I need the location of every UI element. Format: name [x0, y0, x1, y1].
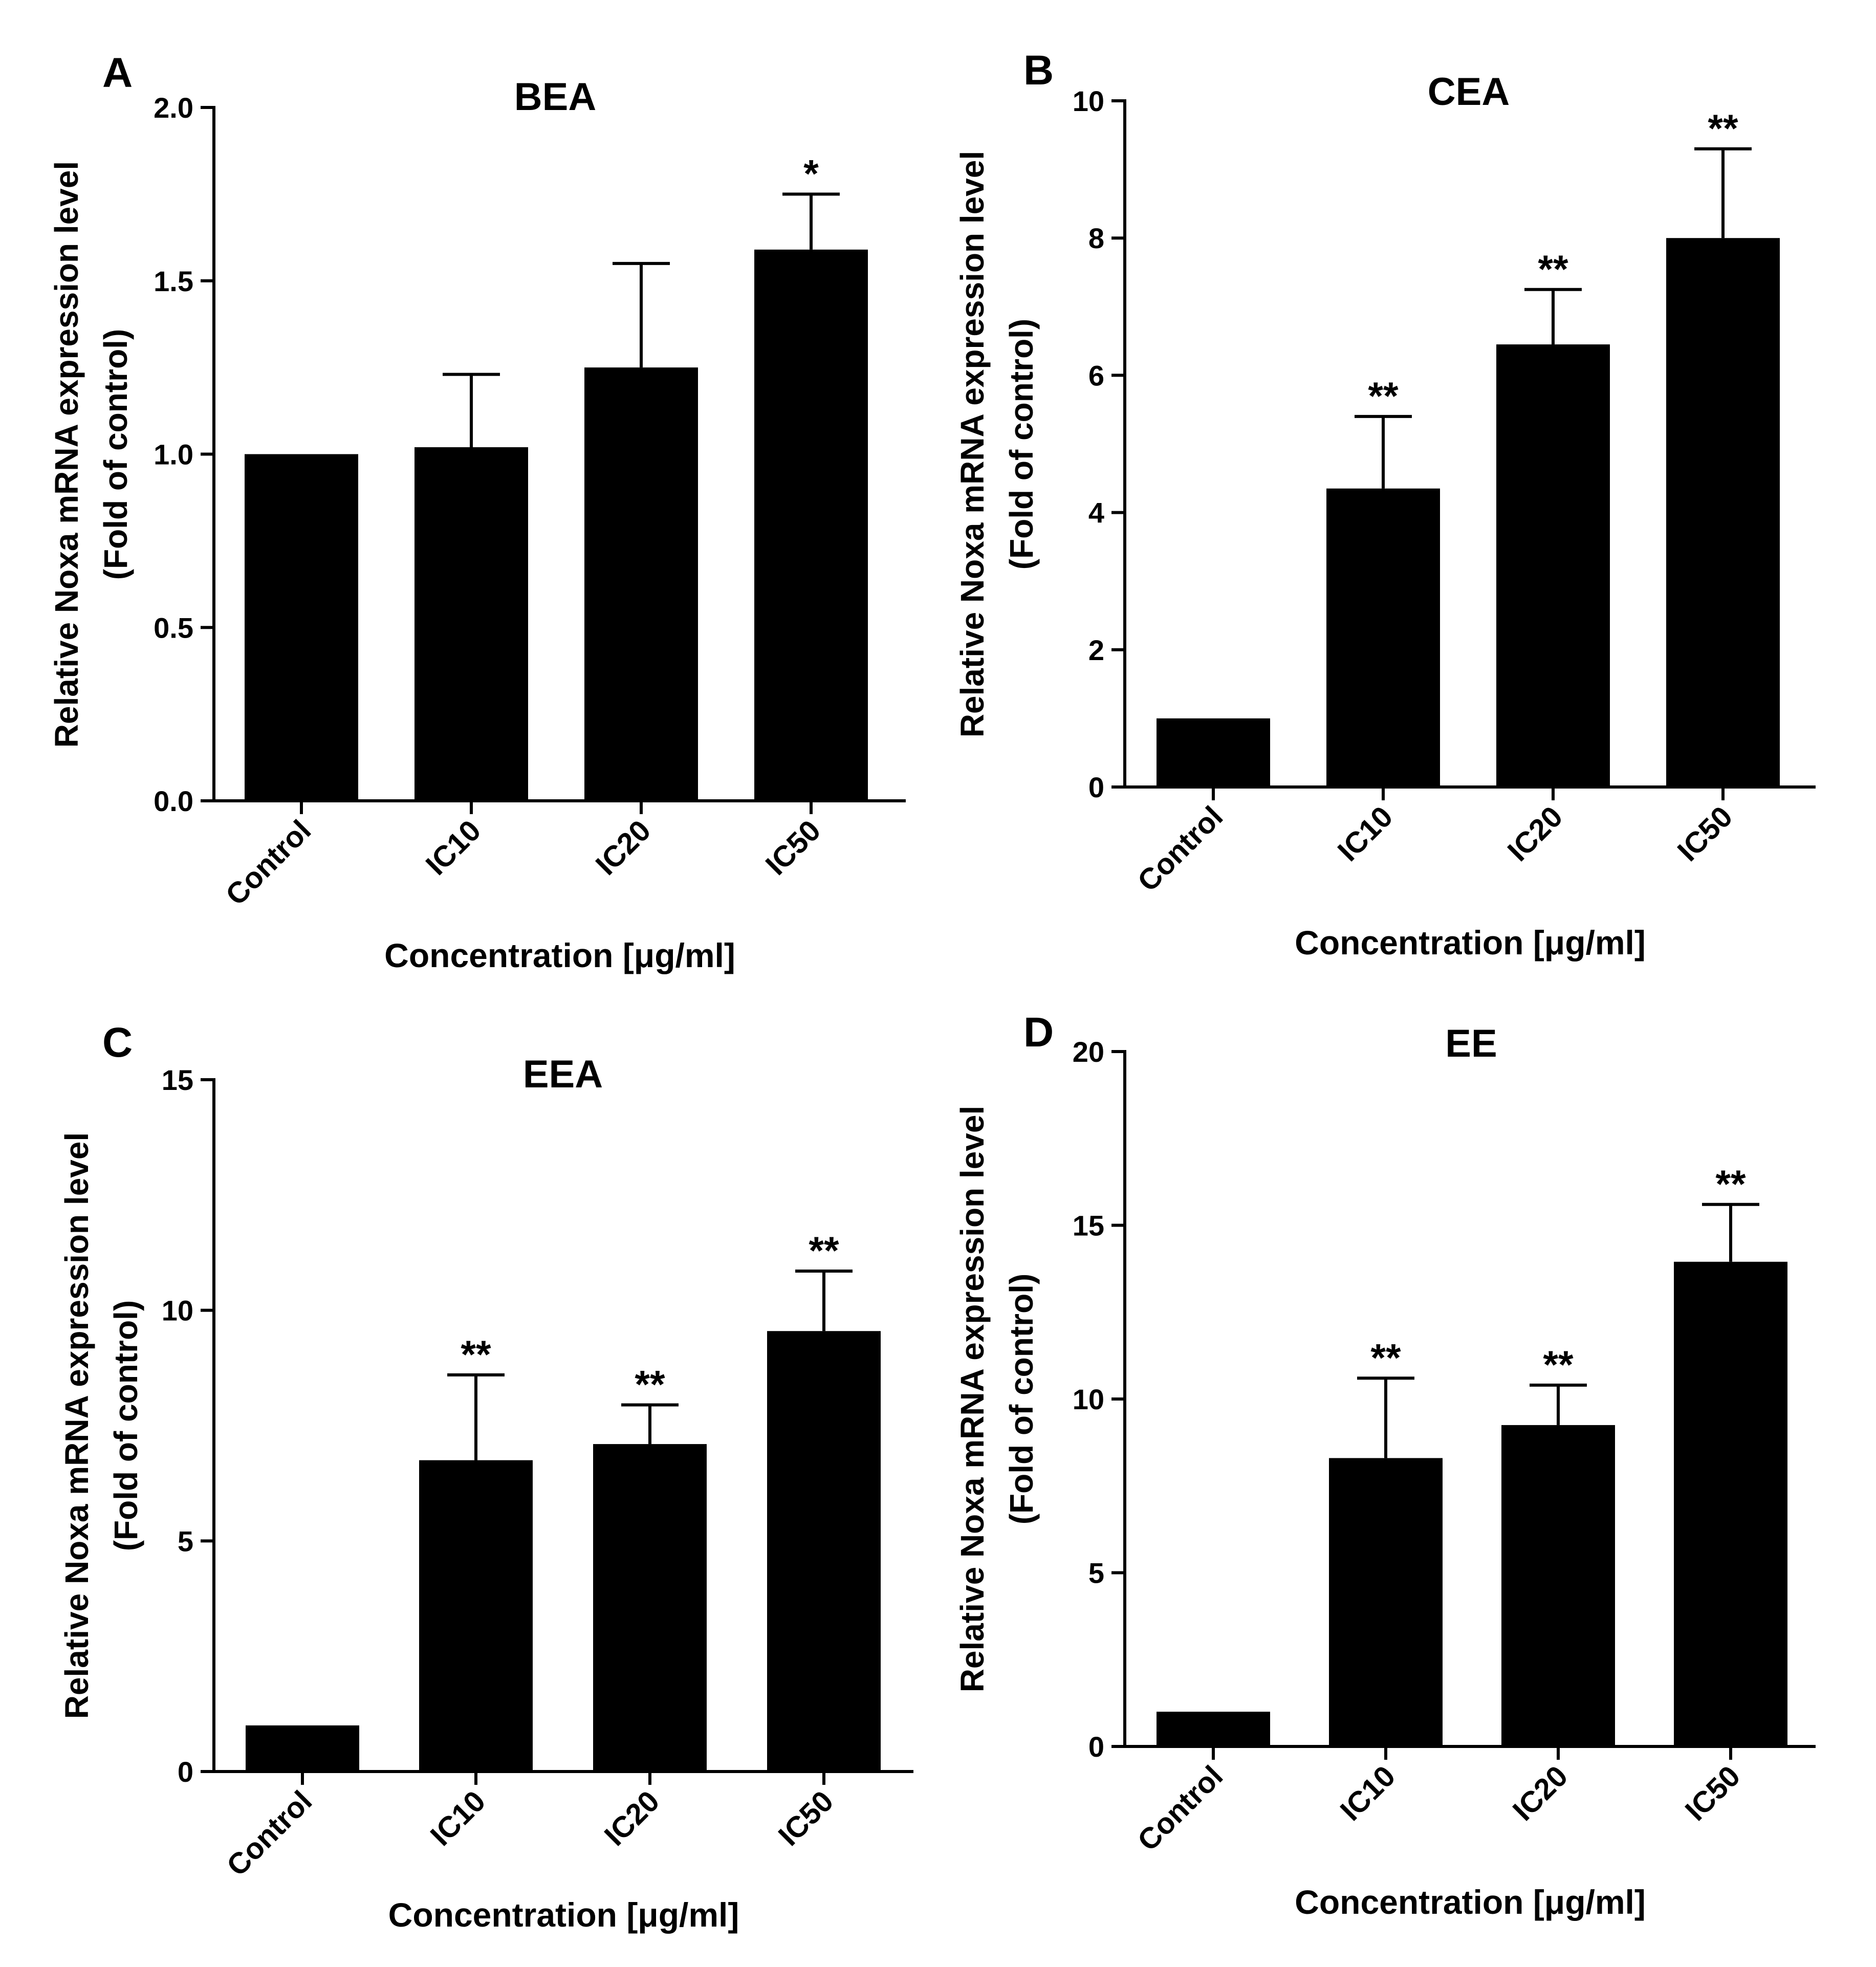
x-tick-label-control: Control — [219, 814, 317, 912]
significance-marker: ** — [461, 1333, 491, 1376]
panel-label: A — [102, 50, 133, 96]
bar-ic50 — [1666, 238, 1780, 788]
y-axis-label-line-2: (Fold of control) — [1003, 319, 1040, 570]
y-tick-label: 1.5 — [154, 265, 193, 297]
y-tick-label: 5 — [178, 1525, 193, 1557]
bar-control — [1157, 1712, 1270, 1746]
x-tick-label-ic10: IC10 — [424, 1784, 492, 1852]
bar-ic50 — [754, 249, 868, 801]
x-axis-label: Concentration [μg/ml] — [1295, 924, 1646, 961]
significance-marker: ** — [1543, 1343, 1574, 1387]
bar-ic20 — [1501, 1425, 1615, 1746]
x-tick-label-ic10: IC10 — [420, 814, 488, 882]
bar-control — [1157, 718, 1270, 787]
y-tick-label: 0 — [1088, 1731, 1104, 1763]
x-tick-label-control: Control — [1131, 800, 1229, 898]
y-tick-label: 2.0 — [154, 92, 193, 124]
y-tick-label: 0 — [178, 1756, 193, 1788]
y-axis-label-line-2: (Fold of control) — [107, 1300, 144, 1551]
bar-control — [245, 454, 358, 801]
y-tick-label: 1.0 — [154, 439, 193, 471]
x-tick-label-ic10: IC10 — [1332, 800, 1400, 868]
x-axis-label: Concentration [μg/ml] — [388, 1896, 739, 1934]
bar-ic10 — [1326, 488, 1440, 787]
x-tick-label-ic50: IC50 — [1679, 1759, 1747, 1827]
bar-control — [246, 1725, 359, 1772]
y-tick-label: 10 — [1073, 85, 1104, 117]
y-axis-label: Relative Noxa mRNA expression level — [954, 1106, 991, 1693]
y-tick-label: 6 — [1088, 359, 1104, 391]
x-tick-label-control: Control — [1131, 1759, 1229, 1857]
bar-ic10 — [419, 1460, 533, 1772]
significance-marker: ** — [1538, 248, 1568, 291]
panel-label: C — [102, 1019, 133, 1066]
x-tick-label-ic10: IC10 — [1334, 1759, 1402, 1827]
y-axis-label-line-2: (Fold of control) — [97, 329, 134, 580]
bar-ic20 — [584, 367, 698, 801]
y-axis-label-line-2: (Fold of control) — [1003, 1274, 1040, 1525]
panel-label: D — [1023, 1009, 1054, 1056]
y-tick-label: 10 — [1073, 1383, 1104, 1415]
significance-marker: * — [803, 152, 819, 195]
x-tick-label-ic20: IC20 — [1507, 1759, 1575, 1827]
chart-title: CEA — [1428, 70, 1510, 114]
significance-marker: ** — [1368, 375, 1399, 418]
significance-marker: ** — [1708, 107, 1738, 150]
y-tick-label: 0.5 — [154, 611, 193, 644]
chart-title: EEA — [523, 1053, 603, 1096]
x-axis-label: Concentration [μg/ml] — [1295, 1883, 1646, 1921]
y-tick-label: 5 — [1088, 1557, 1104, 1589]
y-tick-label: 15 — [162, 1064, 193, 1096]
bar-ic20 — [1496, 344, 1610, 787]
chart-title: EE — [1445, 1022, 1497, 1065]
y-tick-label: 2 — [1088, 634, 1104, 666]
panel-c: C EEA Relative Noxa mRNA expression level (… — [58, 1019, 913, 1934]
chart-title: BEA — [514, 75, 596, 119]
significance-marker: ** — [1370, 1336, 1401, 1380]
y-tick-label: 8 — [1088, 222, 1104, 254]
panel-b: B CEA Relative Noxa mRNA expression level (… — [954, 47, 1816, 961]
y-tick-label: 20 — [1073, 1036, 1104, 1068]
y-tick-label: 0 — [1088, 771, 1104, 803]
significance-marker: ** — [809, 1229, 839, 1273]
y-axis-label: Relative Noxa mRNA expression level — [48, 161, 85, 748]
bar-ic10 — [415, 447, 528, 801]
bar-ic50 — [1674, 1261, 1787, 1746]
y-axis-label: Relative Noxa mRNA expression level — [58, 1132, 95, 1719]
significance-marker: ** — [635, 1363, 665, 1406]
x-tick-label-ic50: IC50 — [772, 1784, 840, 1852]
x-tick-label-ic20: IC20 — [590, 814, 658, 882]
bar-ic10 — [1329, 1458, 1443, 1746]
x-tick-label-control: Control — [220, 1784, 318, 1883]
y-tick-label: 15 — [1073, 1210, 1104, 1242]
y-tick-label: 0.0 — [154, 785, 193, 817]
x-axis-label: Concentration [μg/ml] — [384, 936, 735, 974]
x-tick-label-ic20: IC20 — [598, 1784, 666, 1852]
y-tick-label: 4 — [1088, 497, 1104, 529]
x-tick-label-ic20: IC20 — [1501, 800, 1569, 868]
bar-ic20 — [593, 1444, 707, 1772]
x-tick-label-ic50: IC50 — [1671, 800, 1739, 868]
y-tick-label: 10 — [162, 1295, 193, 1327]
panel-d: D EE Relative Noxa mRNA expression level (F… — [954, 1009, 1816, 1921]
panel-label: B — [1023, 47, 1054, 94]
x-tick-label-ic50: IC50 — [759, 814, 827, 882]
y-axis-label: Relative Noxa mRNA expression level — [954, 151, 991, 738]
significance-marker: ** — [1715, 1163, 1746, 1206]
panel-a: A BEA Relative Noxa mRNA expression level (… — [48, 50, 906, 974]
bar-ic50 — [767, 1331, 881, 1772]
